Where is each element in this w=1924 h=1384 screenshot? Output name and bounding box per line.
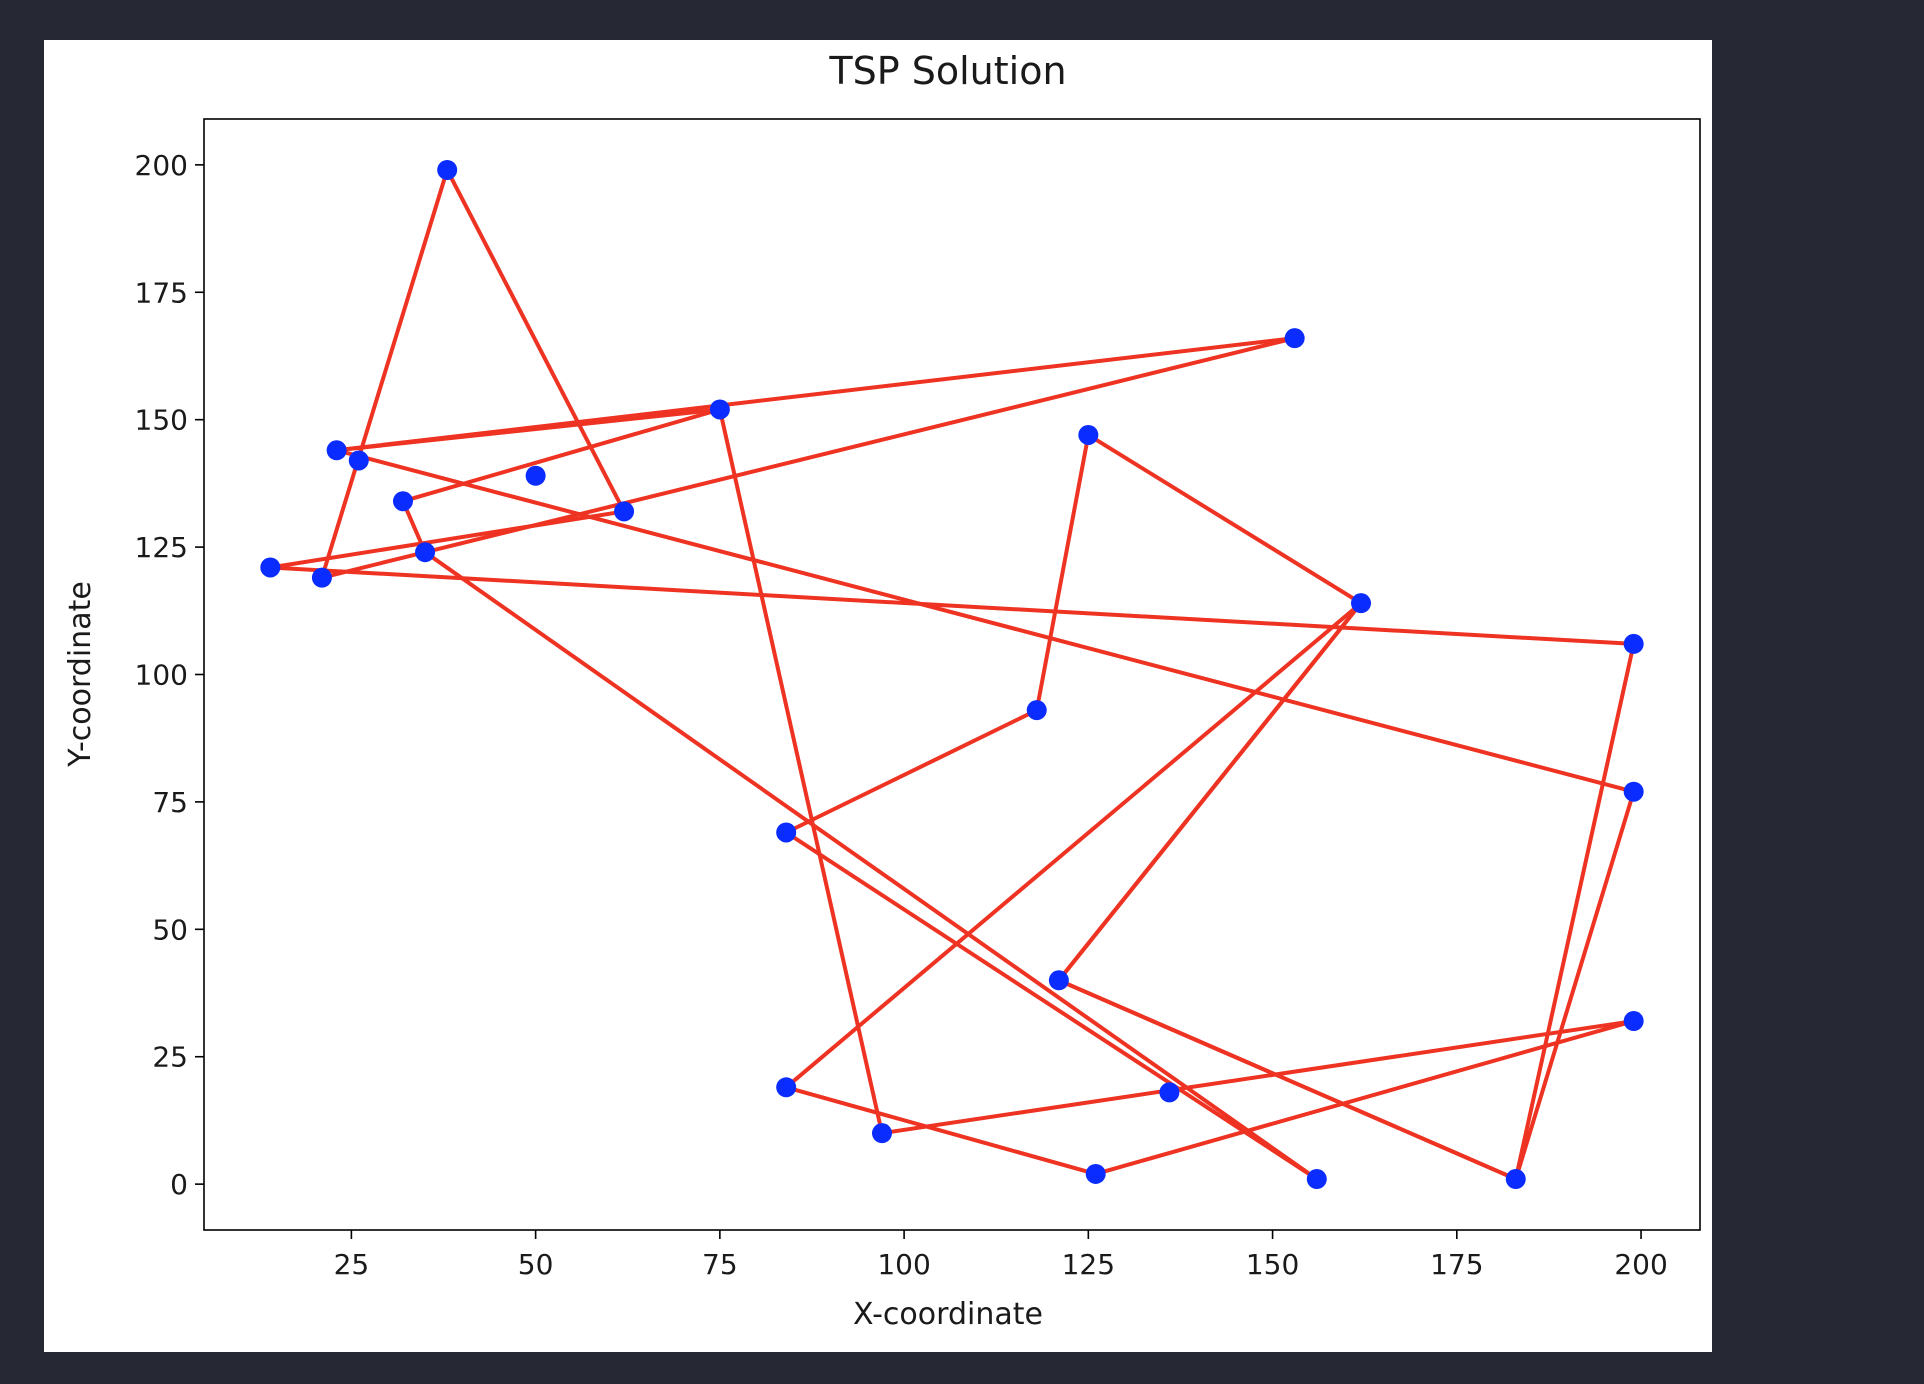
x-tick-label: 200 xyxy=(1614,1248,1667,1281)
city-point xyxy=(1306,1169,1327,1190)
route-segment xyxy=(445,167,627,514)
y-tick-label: 200 xyxy=(135,149,188,182)
route-segment xyxy=(784,601,1364,1090)
y-tick-label: 175 xyxy=(135,276,188,309)
y-tick-label: 150 xyxy=(135,404,188,437)
city-point xyxy=(348,450,369,471)
route-segment xyxy=(1513,789,1636,1182)
chart-title: TSP Solution xyxy=(828,49,1066,93)
route-segment xyxy=(1513,641,1636,1182)
city-point xyxy=(1623,633,1644,654)
city-point xyxy=(437,159,458,180)
chart-figure: TSP Solution 25 50 75 100 125 150 175 200 0 25 50… xyxy=(44,40,1712,1352)
city-point xyxy=(1284,328,1305,349)
route-segment xyxy=(1056,601,1364,983)
city-point xyxy=(776,822,797,843)
route-segment xyxy=(1086,432,1364,606)
route-segment xyxy=(784,708,1039,835)
city-point xyxy=(709,399,730,420)
route-segment xyxy=(1034,432,1091,713)
city-points xyxy=(260,159,1644,1190)
x-tick-label: 25 xyxy=(334,1248,370,1281)
y-axis-label: Y-coordinate xyxy=(63,581,98,768)
x-tick-label: 175 xyxy=(1430,1248,1483,1281)
city-point xyxy=(776,1077,797,1098)
city-point xyxy=(311,567,332,588)
route-segment xyxy=(784,1085,1098,1176)
city-point xyxy=(871,1123,892,1144)
x-axis-label: X-coordinate xyxy=(853,1297,1043,1332)
city-point xyxy=(392,491,413,512)
route-segment xyxy=(879,1019,1636,1136)
y-tick-label: 0 xyxy=(170,1168,188,1201)
city-point xyxy=(1505,1169,1526,1190)
x-tick-label: 75 xyxy=(702,1248,738,1281)
city-point xyxy=(260,557,281,578)
city-point xyxy=(1085,1163,1106,1184)
route-segment xyxy=(334,448,1636,794)
route-lines xyxy=(268,167,1636,1182)
tsp-chart: TSP Solution 25 50 75 100 125 150 175 200 0 25 50… xyxy=(63,49,1701,1332)
route-segment xyxy=(1056,978,1518,1182)
plot-area-frame xyxy=(203,118,1701,1231)
route-segment xyxy=(717,407,884,1136)
city-point xyxy=(326,440,347,461)
x-tick-label: 100 xyxy=(877,1248,930,1281)
y-tick-label: 75 xyxy=(152,786,188,819)
y-tick-label: 125 xyxy=(135,531,188,564)
route-segment xyxy=(319,336,1297,580)
route-segment xyxy=(268,565,1636,646)
route-segment xyxy=(319,167,450,580)
city-point xyxy=(1026,700,1047,721)
route-segment xyxy=(784,830,1319,1182)
y-axis: 0 25 50 75 100 125 150 175 200 xyxy=(135,149,204,1201)
city-point xyxy=(1623,1011,1644,1032)
city-point xyxy=(525,465,546,486)
city-point xyxy=(1623,781,1644,802)
x-tick-label: 50 xyxy=(518,1248,554,1281)
route-segment xyxy=(334,336,1297,453)
y-tick-label: 50 xyxy=(152,913,188,946)
x-tick-label: 125 xyxy=(1062,1248,1115,1281)
route-segment xyxy=(268,509,627,570)
city-point xyxy=(1078,424,1099,445)
city-point xyxy=(614,501,635,522)
city-point xyxy=(1351,593,1372,614)
y-tick-label: 100 xyxy=(135,659,188,692)
y-tick-label: 25 xyxy=(152,1041,188,1074)
x-axis: 25 50 75 100 125 150 175 200 xyxy=(334,1230,1668,1281)
x-tick-label: 150 xyxy=(1246,1248,1299,1281)
city-point xyxy=(1048,970,1069,991)
route-segment xyxy=(423,550,1319,1182)
city-point xyxy=(415,542,436,563)
city-point xyxy=(1159,1082,1180,1103)
route-segment xyxy=(400,407,722,504)
